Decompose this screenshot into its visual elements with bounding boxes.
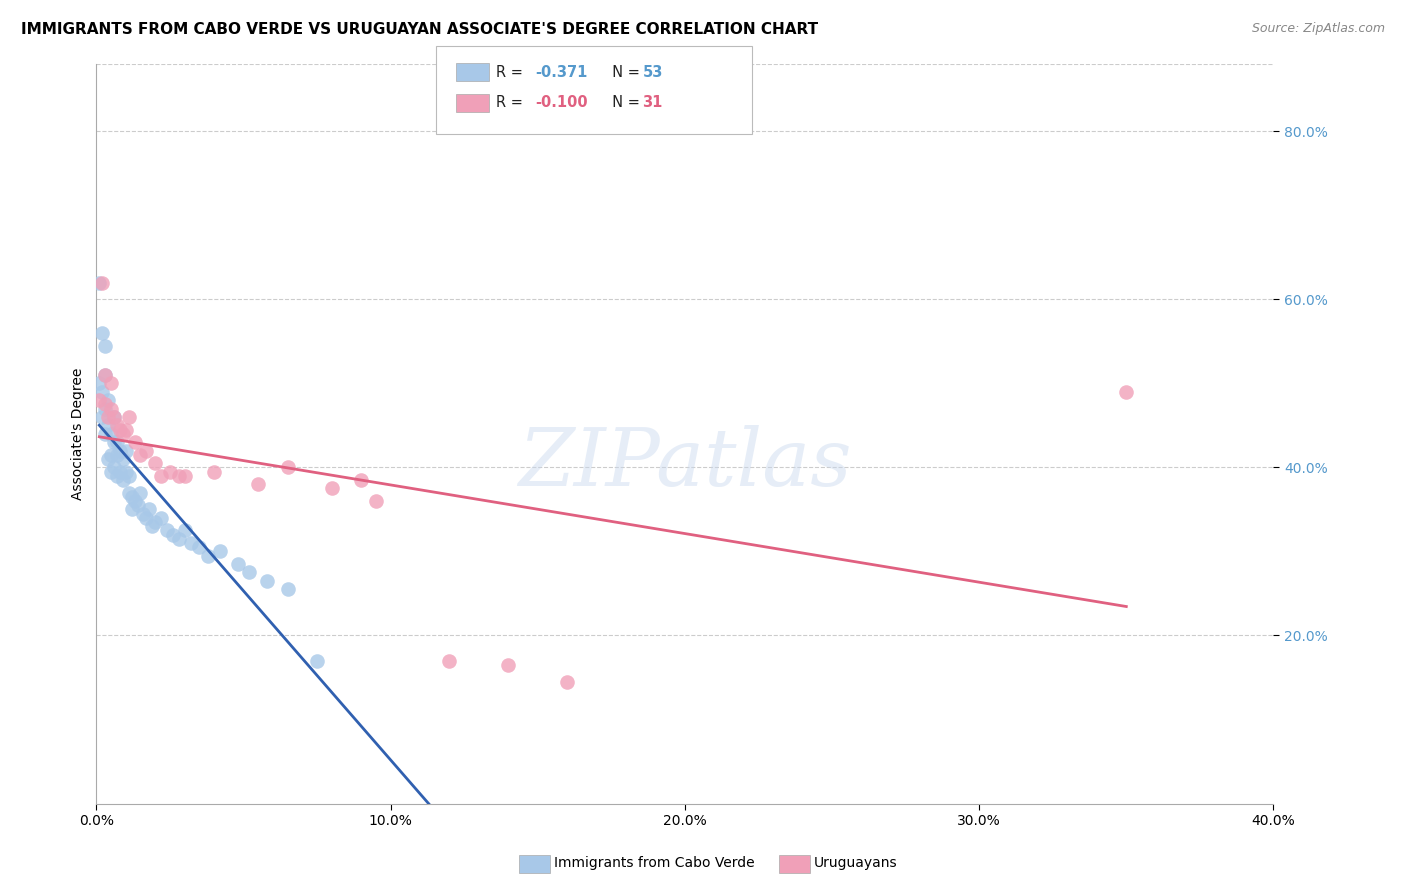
Point — [226, 557, 249, 571]
Point — [114, 443, 136, 458]
Point — [132, 507, 155, 521]
Point — [100, 376, 122, 391]
Point — [156, 524, 179, 538]
Text: Uruguayans: Uruguayans — [814, 856, 897, 871]
Point — [247, 477, 270, 491]
Point — [103, 409, 125, 424]
Point — [103, 409, 125, 424]
Text: 31: 31 — [643, 95, 662, 110]
Point — [307, 654, 329, 668]
Point — [167, 468, 190, 483]
Point — [364, 494, 387, 508]
Text: Immigrants from Cabo Verde: Immigrants from Cabo Verde — [554, 856, 755, 871]
Point — [111, 473, 134, 487]
Point — [91, 409, 114, 424]
Point — [114, 423, 136, 437]
Point — [97, 418, 120, 433]
Point — [94, 338, 117, 352]
Point — [94, 426, 117, 441]
Point — [197, 549, 219, 563]
Point — [111, 452, 134, 467]
Point — [121, 490, 143, 504]
Point — [180, 536, 202, 550]
Text: R =: R = — [496, 95, 527, 110]
Point — [173, 468, 195, 483]
Point — [103, 460, 125, 475]
Point — [97, 409, 120, 424]
Point — [108, 423, 131, 437]
Point — [256, 574, 278, 588]
Text: ZIPatlas: ZIPatlas — [519, 425, 852, 502]
Point — [97, 393, 120, 408]
Point — [114, 465, 136, 479]
Point — [202, 465, 225, 479]
Point — [129, 448, 152, 462]
Point — [121, 502, 143, 516]
Point — [94, 368, 117, 382]
Point — [124, 494, 146, 508]
Point — [208, 544, 231, 558]
Point — [89, 276, 111, 290]
Point — [439, 654, 461, 668]
Point — [105, 435, 128, 450]
Point — [150, 468, 173, 483]
Point — [118, 409, 141, 424]
Point — [94, 401, 117, 416]
Point — [105, 468, 128, 483]
Point — [91, 384, 114, 399]
Point — [167, 532, 190, 546]
Point — [89, 376, 111, 391]
Point — [135, 443, 157, 458]
Point — [129, 485, 152, 500]
Point — [124, 435, 146, 450]
Point — [138, 502, 160, 516]
Point — [173, 524, 195, 538]
Text: N =: N = — [603, 95, 645, 110]
Point — [111, 426, 134, 441]
Text: N =: N = — [603, 65, 645, 79]
Text: Source: ZipAtlas.com: Source: ZipAtlas.com — [1251, 22, 1385, 36]
Text: -0.100: -0.100 — [536, 95, 588, 110]
Text: -0.371: -0.371 — [536, 65, 588, 79]
Point — [118, 485, 141, 500]
Point — [100, 465, 122, 479]
Point — [321, 482, 343, 496]
Point — [105, 418, 128, 433]
Point — [1115, 384, 1137, 399]
Point — [103, 435, 125, 450]
Point — [108, 465, 131, 479]
Point — [150, 511, 173, 525]
Text: IMMIGRANTS FROM CABO VERDE VS URUGUAYAN ASSOCIATE'S DEGREE CORRELATION CHART: IMMIGRANTS FROM CABO VERDE VS URUGUAYAN … — [21, 22, 818, 37]
Point — [100, 401, 122, 416]
Text: 53: 53 — [643, 65, 662, 79]
Point — [108, 443, 131, 458]
Point — [143, 456, 166, 470]
Point — [118, 468, 141, 483]
Point — [127, 498, 149, 512]
Point — [89, 393, 111, 408]
Point — [105, 448, 128, 462]
Point — [277, 460, 299, 475]
Point — [91, 326, 114, 340]
Point — [91, 276, 114, 290]
Point — [498, 657, 520, 672]
Point — [97, 452, 120, 467]
Text: R =: R = — [496, 65, 527, 79]
Point — [162, 527, 184, 541]
Point — [555, 674, 578, 689]
Point — [94, 397, 117, 411]
Point — [188, 540, 211, 554]
Point — [100, 448, 122, 462]
Point — [141, 519, 163, 533]
Y-axis label: Associate's Degree: Associate's Degree — [72, 368, 86, 500]
Point — [159, 465, 181, 479]
Point — [143, 515, 166, 529]
Point — [100, 426, 122, 441]
Point — [350, 473, 373, 487]
Point — [135, 511, 157, 525]
Point — [94, 368, 117, 382]
Point — [238, 566, 260, 580]
Point — [277, 582, 299, 597]
